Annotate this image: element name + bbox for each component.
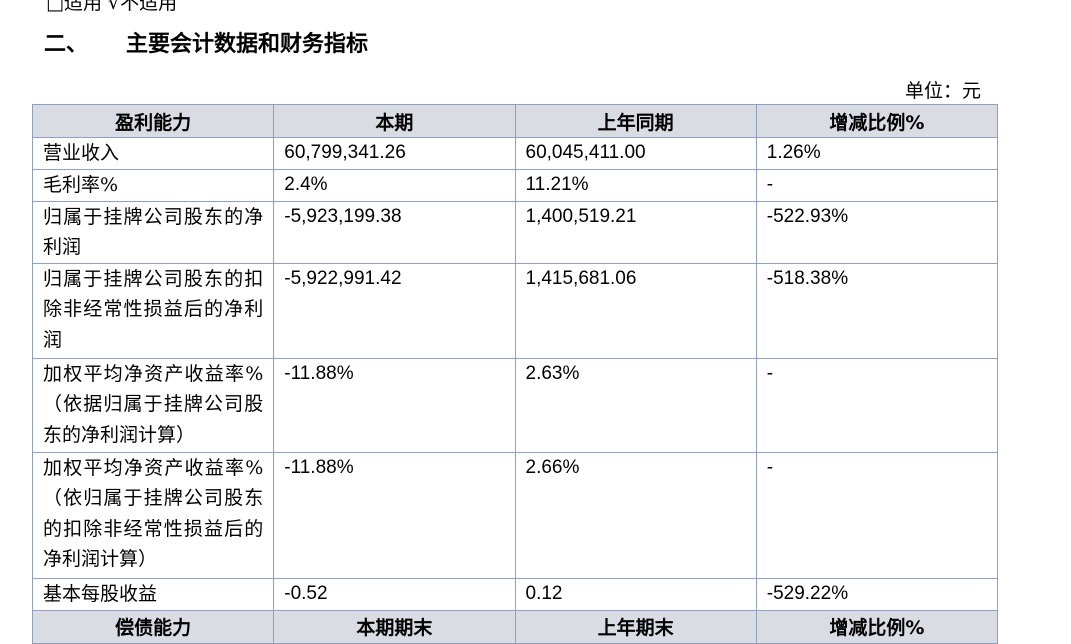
prior-value: 0.12 [514, 577, 757, 611]
section-title: 主要会计数据和财务指标 [126, 32, 369, 57]
row-label: 毛利率% [31, 169, 275, 202]
header-prior-year-end: 上年期末 [514, 609, 757, 644]
financial-indicators-table: 盈利能力 本期 上年同期 增减比例% 营业收入 60,799,341.26 60… [31, 104, 999, 644]
change-value: - [755, 169, 999, 202]
row-label: 归属于挂牌公司股东的扣除非经常性损益后的净利润 [31, 262, 275, 359]
prior-value: 60,045,411.00 [514, 137, 757, 170]
table-row: 归属于挂牌公司股东的净利润 -5,923,199.38 1,400,519.21… [31, 200, 999, 264]
current-value: -0.52 [273, 577, 516, 611]
change-value: - [755, 357, 999, 453]
previous-line-fragment: □适用 √不适用 [46, 0, 178, 14]
prior-value: 2.63% [514, 357, 757, 453]
table-row: 加权平均净资产收益率%（依据归属于挂牌公司股东的净利润计算） -11.88% 2… [31, 357, 999, 453]
row-label: 营业收入 [31, 137, 275, 170]
table-row: 加权平均净资产收益率%（依归属于挂牌公司股东的扣除非经常性损益后的净利润计算） … [31, 451, 999, 579]
prior-value: 1,415,681.06 [514, 262, 757, 359]
prior-value: 2.66% [514, 451, 757, 579]
change-value: -522.93% [755, 200, 999, 264]
table-row: 归属于挂牌公司股东的扣除非经常性损益后的净利润 -5,922,991.42 1,… [31, 262, 999, 359]
current-value: 60,799,341.26 [273, 137, 516, 170]
row-label: 归属于挂牌公司股东的净利润 [31, 200, 275, 264]
row-label: 加权平均净资产收益率%（依据归属于挂牌公司股东的净利润计算） [31, 357, 275, 453]
change-value: -518.38% [755, 262, 999, 359]
row-label: 基本每股收益 [31, 577, 275, 611]
header-current-period: 本期 [273, 104, 516, 138]
change-value: - [755, 451, 999, 579]
header-profitability: 盈利能力 [31, 104, 275, 138]
header-prior-period: 上年同期 [514, 104, 757, 138]
header-change-ratio: 增减比例% [755, 104, 999, 138]
prior-value: 11.21% [514, 169, 757, 202]
current-value: -11.88% [273, 451, 516, 579]
header-period-end: 本期期末 [273, 609, 516, 644]
header-solvency: 偿债能力 [31, 609, 275, 644]
unit-label: 单位：元 [905, 80, 982, 102]
current-value: 2.4% [273, 169, 516, 202]
row-label: 加权平均净资产收益率%（依归属于挂牌公司股东的扣除非经常性损益后的净利润计算） [31, 451, 275, 579]
table-row: 营业收入 60,799,341.26 60,045,411.00 1.26% [31, 137, 999, 170]
change-value: 1.26% [755, 137, 999, 170]
header-change-ratio-2: 增减比例% [755, 609, 999, 644]
table-header-row-next: 偿债能力 本期期末 上年期末 增减比例% [31, 609, 999, 644]
change-value: -529.22% [755, 577, 999, 611]
current-value: -11.88% [273, 357, 516, 453]
current-value: -5,923,199.38 [273, 200, 516, 264]
section-heading: 二、 主要会计数据和财务指标 [44, 26, 368, 58]
table-row: 毛利率% 2.4% 11.21% - [31, 169, 999, 202]
prior-value: 1,400,519.21 [514, 200, 757, 264]
table-header-row: 盈利能力 本期 上年同期 增减比例% [31, 104, 999, 138]
table-row: 基本每股收益 -0.52 0.12 -529.22% [31, 577, 999, 611]
current-value: -5,922,991.42 [273, 262, 516, 359]
section-number: 二、 [44, 32, 89, 57]
